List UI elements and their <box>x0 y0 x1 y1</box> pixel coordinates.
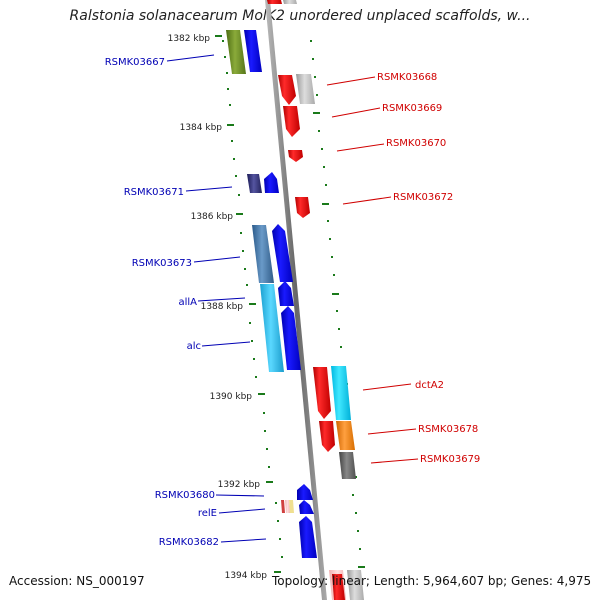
gene-top-red <box>267 0 282 4</box>
gene-label-rsmk03679[interactable]: RSMK03679 <box>420 454 480 465</box>
gene-label-rsmk03667[interactable]: RSMK03667 <box>105 57 165 68</box>
accession-text: Accession: NS_000197 <box>9 574 145 588</box>
gene-alla-arrow <box>278 281 294 306</box>
left-label-leaders <box>166 54 267 543</box>
scale-label: 1394 kbp <box>225 571 268 581</box>
scale-labels: 1382 kbp 1384 kbp 1386 kbp 1388 kbp 1390… <box>168 34 268 581</box>
right-label-leaders <box>326 76 419 464</box>
scale-label: 1390 kbp <box>210 392 253 402</box>
gene-label-rsmk03680[interactable]: RSMK03680 <box>155 490 215 501</box>
gene-label-dcta2[interactable]: dctA2 <box>415 380 444 391</box>
gene-rsmk03680-arrow <box>297 484 313 500</box>
gene-rsmk03667-olive <box>226 30 246 74</box>
gene-bottom-red <box>332 574 345 600</box>
right-strand-genes <box>267 0 364 600</box>
gene-rsmk03670-red <box>288 150 303 162</box>
gene-rsmk03678-red <box>319 421 335 452</box>
gene-rsmk03682-arrow <box>299 516 317 558</box>
gene-dcta2-cyan <box>331 366 351 420</box>
gene-rsmk03673-arrow <box>272 224 293 282</box>
gene-label-rsmk03678[interactable]: RSMK03678 <box>418 424 478 435</box>
gene-alc-arrow <box>281 306 301 370</box>
gene-rele-red <box>281 500 285 513</box>
gene-rsmk03673-steel <box>252 225 274 283</box>
scale-label: 1392 kbp <box>218 480 261 490</box>
gene-bottom-gray <box>347 570 364 600</box>
scale-label: 1386 kbp <box>191 212 234 222</box>
gene-label-alla[interactable]: allA <box>178 297 197 308</box>
right-scale-track <box>310 40 365 568</box>
gene-rele-pink <box>285 500 290 513</box>
left-strand-genes <box>226 30 317 558</box>
gene-rsmk03678-orange <box>336 421 355 450</box>
gene-rsmk03672-red <box>295 197 310 218</box>
gene-rsmk03668-red <box>278 75 296 105</box>
gene-rsmk03667-blue <box>244 30 262 72</box>
gene-rsmk03669-red <box>283 106 300 137</box>
gene-label-rsmk03671[interactable]: RSMK03671 <box>124 187 184 198</box>
left-scale-track <box>215 35 283 573</box>
gene-rele-yellow <box>289 500 294 513</box>
gene-top-gray <box>283 0 297 4</box>
gene-label-rsmk03670[interactable]: RSMK03670 <box>386 138 446 149</box>
gene-label-rele[interactable]: relE <box>198 508 217 519</box>
chromosome-backbone <box>265 0 327 600</box>
gene-alc-cyan <box>260 284 284 372</box>
genome-summary-text: Topology: linear; Length: 5,964,607 bp; … <box>272 574 592 588</box>
gene-label-alc[interactable]: alc <box>187 341 201 352</box>
gene-rsmk03671-arrow <box>264 172 279 193</box>
scale-label: 1384 kbp <box>180 123 223 133</box>
gene-rele-arrow <box>299 500 314 514</box>
map-title: Ralstonia solanacearum MolK2 unordered u… <box>69 8 531 24</box>
gene-rsmk03668-gray <box>296 74 315 104</box>
gene-label-rsmk03673[interactable]: RSMK03673 <box>132 258 192 269</box>
scale-label: 1388 kbp <box>201 302 244 312</box>
scale-label: 1382 kbp <box>168 34 211 44</box>
gene-rsmk03679-gray <box>339 452 356 479</box>
gene-rsmk03671-navy <box>247 174 262 193</box>
gene-dcta2-red <box>313 367 331 419</box>
gene-label-rsmk03672[interactable]: RSMK03672 <box>393 192 453 203</box>
gene-label-rsmk03682[interactable]: RSMK03682 <box>159 537 219 548</box>
gene-label-rsmk03668[interactable]: RSMK03668 <box>377 72 437 83</box>
gene-label-rsmk03669[interactable]: RSMK03669 <box>382 103 442 114</box>
